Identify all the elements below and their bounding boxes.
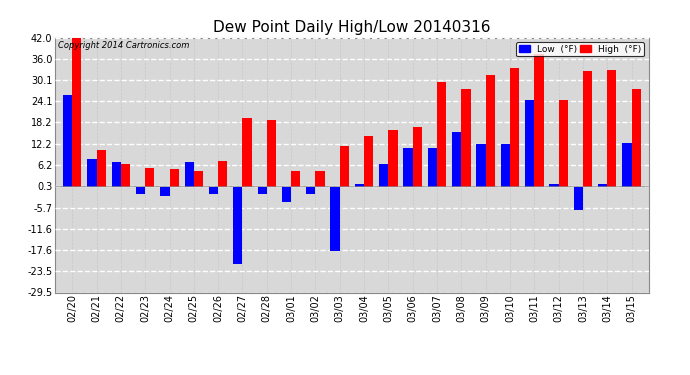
Bar [476, 144, 486, 187]
Bar [462, 89, 471, 187]
Bar [622, 143, 631, 187]
Bar [97, 150, 106, 187]
Bar [559, 100, 568, 187]
Bar [452, 132, 462, 187]
Text: Copyright 2014 Cartronics.com: Copyright 2014 Cartronics.com [58, 41, 190, 50]
Bar [525, 100, 534, 187]
Title: Dew Point Daily High/Low 20140316: Dew Point Daily High/Low 20140316 [213, 20, 491, 35]
Bar [185, 162, 194, 187]
Bar [573, 187, 583, 210]
Bar [413, 127, 422, 187]
Bar [355, 184, 364, 187]
Bar [549, 184, 559, 187]
Bar [306, 187, 315, 194]
Bar [631, 89, 641, 187]
Bar [121, 164, 130, 187]
Bar [331, 187, 339, 252]
Bar [257, 187, 267, 194]
Bar [388, 130, 397, 187]
Bar [598, 184, 607, 187]
Bar [315, 171, 325, 187]
Bar [339, 146, 349, 187]
Bar [145, 168, 155, 187]
Bar [242, 118, 252, 187]
Bar [136, 187, 145, 194]
Bar [364, 136, 373, 187]
Bar [112, 162, 121, 187]
Bar [291, 171, 300, 187]
Bar [267, 120, 276, 187]
Bar [72, 38, 81, 187]
Bar [534, 54, 544, 187]
Bar [218, 160, 228, 187]
Bar [583, 71, 592, 187]
Bar [88, 159, 97, 187]
Bar [233, 187, 242, 264]
Bar [501, 144, 510, 187]
Bar [160, 187, 170, 196]
Bar [510, 68, 519, 187]
Legend: Low  (°F), High  (°F): Low (°F), High (°F) [517, 42, 644, 56]
Bar [428, 148, 437, 187]
Bar [379, 164, 388, 187]
Bar [486, 75, 495, 187]
Bar [170, 170, 179, 187]
Bar [404, 148, 413, 187]
Bar [282, 187, 291, 201]
Bar [607, 70, 616, 187]
Bar [194, 171, 203, 187]
Bar [63, 94, 72, 187]
Bar [437, 82, 446, 187]
Bar [209, 187, 218, 194]
